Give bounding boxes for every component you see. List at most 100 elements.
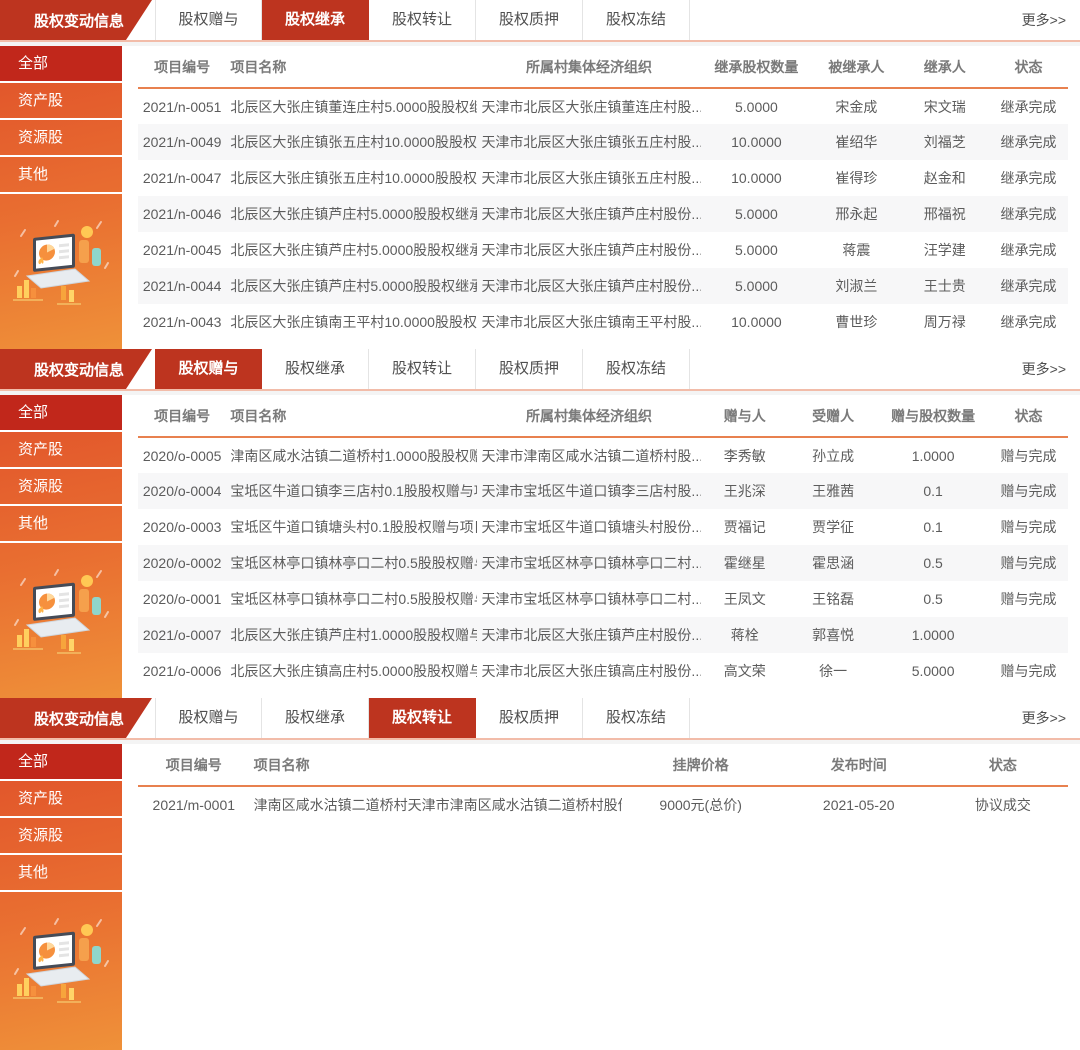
table-cell: 北辰区大张庄镇张五庄村10.0000股股权继...: [230, 170, 478, 186]
panel-body: 全部 资产股 资源股 其他: [0, 395, 1080, 698]
table-cell: 崔得珍: [835, 170, 878, 186]
tab-equity-inheritance[interactable]: 股权继承: [262, 698, 369, 738]
table-cell: 2021/n-0044: [142, 278, 222, 294]
table-row[interactable]: 2020/o-0005 津南区咸水沽镇二道桥村1.0000股股权赠... 天津市津南…: [138, 437, 1068, 473]
table-row[interactable]: 2021/o-0006 北辰区大张庄镇高庄村5.0000股股权赠与... 天津市北辰…: [138, 653, 1068, 689]
records-table-wrap: 项目编号 项目名称 挂牌价格 发布时间 状态 2021/m-0001 津南区咸水沽镇二道桥…: [126, 744, 1080, 1050]
table-cell: 津南区咸水沽镇二道桥村1.0000股股权赠...: [230, 447, 478, 464]
tab-equity-freeze[interactable]: 股权冻结: [583, 698, 690, 738]
table-cell: 北辰区大张庄镇芦庄村5.0000股股权继承...: [230, 206, 478, 222]
column-header: 继承股权数量: [700, 46, 813, 89]
table-cell: 天津市北辰区大张庄镇芦庄村股份...: [481, 278, 701, 294]
table-cell: 协议成交: [974, 796, 1031, 813]
table-cell: 北辰区大张庄镇高庄村5.0000股股权赠与...: [230, 663, 478, 679]
tab-equity-inheritance[interactable]: 股权继承: [262, 349, 369, 389]
panel-title-ribbon: 股权变动信息: [0, 698, 152, 738]
table-cell: 赠与完成: [1000, 591, 1057, 607]
category-sidebar: 全部 资产股 资源股 其他: [0, 744, 122, 1050]
table-row[interactable]: 2020/o-0001 宝坻区林亭口镇林亭口二村0.5股股权赠与... 天津市宝坻区…: [138, 581, 1068, 617]
sidebar-item-asset-shares[interactable]: 资产股: [0, 432, 122, 469]
column-header: 项目编号: [138, 744, 250, 787]
table-row[interactable]: 2021/n-0049 北辰区大张庄镇张五庄村10.0000股股权继... 天津市北…: [138, 124, 1068, 160]
table-row[interactable]: 2020/o-0002 宝坻区林亭口镇林亭口二村0.5股股权赠与... 天津市宝坻区…: [138, 545, 1068, 581]
table-cell: 10.0000: [731, 170, 782, 186]
table-cell: 曹世珍: [835, 314, 878, 330]
table-cell: 宝坻区牛道口镇塘头村0.1股股权赠与项目: [230, 519, 478, 535]
table-cell: 2020/o-0004: [142, 483, 222, 499]
records-table-wrap: 项目编号 项目名称 所属村集体经济组织 继承股权数量 被继承人 继承人 状态 2021/n-…: [126, 46, 1080, 349]
sidebar-item-resource-shares[interactable]: 资源股: [0, 120, 122, 157]
table-header-row: 项目编号 项目名称 所属村集体经济组织 继承股权数量 被继承人 继承人 状态: [138, 46, 1068, 89]
table-cell: 5.0000: [735, 206, 778, 222]
table-cell: 2021/o-0007: [142, 627, 222, 643]
table-cell: 2020/o-0005: [142, 447, 222, 464]
equity-change-panel: 股权变动信息 股权赠与 股权继承 股权转让 股权质押 股权冻结 更多>> 全部 资产股 资源…: [0, 0, 1080, 349]
table-cell: 赠与完成: [1000, 555, 1057, 571]
tab-equity-transfer[interactable]: 股权转让: [369, 0, 476, 40]
table-row[interactable]: 2021/n-0047 北辰区大张庄镇张五庄村10.0000股股权继... 天津市北…: [138, 160, 1068, 196]
table-cell: 贾福记: [723, 519, 766, 535]
sidebar-item-all[interactable]: 全部: [0, 46, 122, 83]
tab-equity-gift[interactable]: 股权赠与: [155, 698, 262, 738]
table-row[interactable]: 2021/n-0045 北辰区大张庄镇芦庄村5.0000股股权继承... 天津市北辰…: [138, 232, 1068, 268]
table-cell: 天津市北辰区大张庄镇董连庄村股...: [481, 98, 701, 115]
table-row[interactable]: 2021/n-0046 北辰区大张庄镇芦庄村5.0000股股权继承... 天津市北辰…: [138, 196, 1068, 232]
table-cell: 霍思涵: [812, 555, 855, 571]
laptop-chart-illustration: [0, 567, 122, 661]
sidebar-item-other[interactable]: 其他: [0, 855, 122, 892]
tab-list: 股权赠与 股权继承 股权转让 股权质押 股权冻结: [155, 698, 690, 738]
table-row[interactable]: 2021/o-0007 北辰区大张庄镇芦庄村1.0000股股权赠与... 天津市北辰…: [138, 617, 1068, 653]
table-cell: 2021/n-0047: [142, 170, 222, 186]
table-cell: 2020/o-0001: [142, 591, 222, 607]
table-cell: 宝坻区林亭口镇林亭口二村0.5股股权赠与...: [230, 555, 478, 571]
sidebar-item-other[interactable]: 其他: [0, 157, 122, 194]
tab-equity-freeze[interactable]: 股权冻结: [583, 349, 690, 389]
column-header: 继承人: [900, 46, 989, 89]
tab-equity-pledge[interactable]: 股权质押: [476, 349, 583, 389]
table-cell: 津南区咸水沽镇二道桥村天津市津南区咸水沽镇二道桥村股份经...: [253, 796, 622, 813]
tab-equity-inheritance[interactable]: 股权继承: [262, 0, 369, 40]
table-cell: 2021/n-0043: [142, 314, 222, 330]
equity-change-panel: 股权变动信息 股权赠与 股权继承 股权转让 股权质押 股权冻结 更多>> 全部 资产股 资源…: [0, 698, 1080, 1050]
column-header: 所属村集体经济组织: [477, 395, 701, 438]
sidebar-item-resource-shares[interactable]: 资源股: [0, 818, 122, 855]
sidebar-item-other[interactable]: 其他: [0, 506, 122, 543]
records-table-wrap: 项目编号 项目名称 所属村集体经济组织 赠与人 受赠人 赠与股权数量 状态 2020/o-0…: [126, 395, 1080, 698]
sidebar-item-asset-shares[interactable]: 资产股: [0, 781, 122, 818]
table-cell: 天津市津南区咸水沽镇二道桥村股...: [481, 447, 701, 464]
table-cell: 邢永起: [835, 206, 878, 222]
table-cell: 贾学征: [812, 519, 855, 535]
more-link[interactable]: 更多>>: [1021, 710, 1066, 726]
tab-equity-transfer[interactable]: 股权转让: [369, 698, 476, 738]
table-row[interactable]: 2021/n-0043 北辰区大张庄镇南王平村10.0000股股权继... 天津市北…: [138, 304, 1068, 340]
sidebar-item-all[interactable]: 全部: [0, 744, 122, 781]
sidebar-item-resource-shares[interactable]: 资源股: [0, 469, 122, 506]
table-row[interactable]: 2021/m-0001 津南区咸水沽镇二道桥村天津市津南区咸水沽镇二道桥村股份经.…: [138, 786, 1068, 822]
more-link[interactable]: 更多>>: [1021, 361, 1066, 377]
table-cell: 赠与完成: [1000, 663, 1057, 679]
tab-equity-transfer[interactable]: 股权转让: [369, 349, 476, 389]
more-link[interactable]: 更多>>: [1021, 12, 1066, 28]
table-cell: 5.0000: [735, 98, 778, 115]
table-row[interactable]: 2020/o-0003 宝坻区牛道口镇塘头村0.1股股权赠与项目 天津市宝坻区牛道口…: [138, 509, 1068, 545]
column-header: 状态: [988, 395, 1068, 438]
tab-equity-pledge[interactable]: 股权质押: [476, 698, 583, 738]
sidebar-item-all[interactable]: 全部: [0, 395, 122, 432]
table-row[interactable]: 2021/n-0051 北辰区大张庄镇董连庄村5.0000股股权继... 天津市北辰…: [138, 88, 1068, 124]
category-sidebar: 全部 资产股 资源股 其他: [0, 395, 122, 698]
table-row[interactable]: 2021/n-0044 北辰区大张庄镇芦庄村5.0000股股权继承... 天津市北辰…: [138, 268, 1068, 304]
tab-equity-pledge[interactable]: 股权质押: [476, 0, 583, 40]
table-row[interactable]: 2020/o-0004 宝坻区牛道口镇李三店村0.1股股权赠与项目 天津市宝坻区牛道…: [138, 473, 1068, 509]
tab-equity-freeze[interactable]: 股权冻结: [583, 0, 690, 40]
tab-equity-gift[interactable]: 股权赠与: [155, 349, 262, 389]
table-cell: 王雅茜: [812, 483, 855, 499]
table-cell: 天津市宝坻区牛道口镇李三店村股...: [481, 483, 701, 499]
table-cell: [989, 617, 1068, 653]
sidebar-item-asset-shares[interactable]: 资产股: [0, 83, 122, 120]
table-cell: 王铭磊: [812, 591, 855, 607]
table-cell: 李秀敏: [723, 447, 766, 464]
tab-equity-gift[interactable]: 股权赠与: [155, 0, 262, 40]
column-header: 挂牌价格: [621, 744, 780, 787]
column-header: 所属村集体经济组织: [477, 46, 701, 89]
table-header-row: 项目编号 项目名称 所属村集体经济组织 赠与人 受赠人 赠与股权数量 状态: [138, 395, 1068, 438]
